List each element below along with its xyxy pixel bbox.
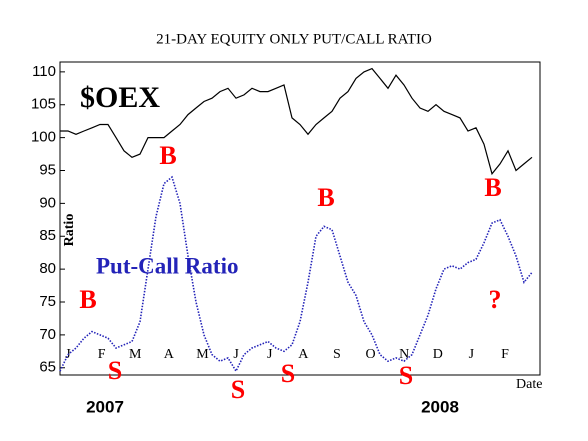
annotation: B <box>159 141 176 170</box>
y-tick-label: 85 <box>39 227 56 244</box>
plot-frame <box>59 61 541 376</box>
x-tick-label: N <box>399 347 409 362</box>
x-tick-label: A <box>164 347 175 362</box>
x-axis-label: Date <box>516 377 542 392</box>
y-tick-label: 75 <box>39 293 56 310</box>
annotation: ? <box>489 285 502 314</box>
annotation: B <box>484 173 501 202</box>
x-tick-label: J <box>469 347 475 362</box>
x-tick-label: F <box>98 347 106 362</box>
series-line <box>59 175 533 373</box>
y-tick-label: 90 <box>39 194 56 211</box>
x-tick-label: M <box>196 347 209 362</box>
annotation: S <box>108 356 122 385</box>
x-tick-label: O <box>365 347 375 362</box>
y-tick-label: 65 <box>39 359 56 376</box>
x-tick-label: M <box>129 347 142 362</box>
annotation: B <box>79 285 96 314</box>
year-label: 2008 <box>421 397 459 416</box>
x-tick-label: J <box>267 347 273 362</box>
annotation: S <box>231 375 245 404</box>
y-axis-label: Ratio <box>62 214 77 247</box>
y-tick-label: 70 <box>39 326 56 343</box>
y-tick-label: 110 <box>32 63 56 80</box>
y-tick-label: 80 <box>39 260 56 277</box>
annotation: S <box>281 359 295 388</box>
y-tick-label: 100 <box>31 129 56 146</box>
x-tick-label: S <box>333 347 341 362</box>
x-tick-label: J <box>233 347 239 362</box>
chart-title: 21-DAY EQUITY ONLY PUT/CALL RATIO <box>156 31 432 47</box>
annotation: B <box>317 183 334 212</box>
series-label: $OEX <box>80 81 160 114</box>
y-tick-label: 105 <box>31 96 56 113</box>
x-tick-label: A <box>298 347 309 362</box>
annotation: S <box>399 361 413 390</box>
series-line <box>60 67 533 176</box>
x-tick-label: F <box>501 347 509 362</box>
y-tick-label: 95 <box>39 161 56 178</box>
x-tick-label: D <box>433 347 443 362</box>
series-label: Put-Call Ratio <box>96 253 238 278</box>
year-label: 2007 <box>86 397 124 416</box>
